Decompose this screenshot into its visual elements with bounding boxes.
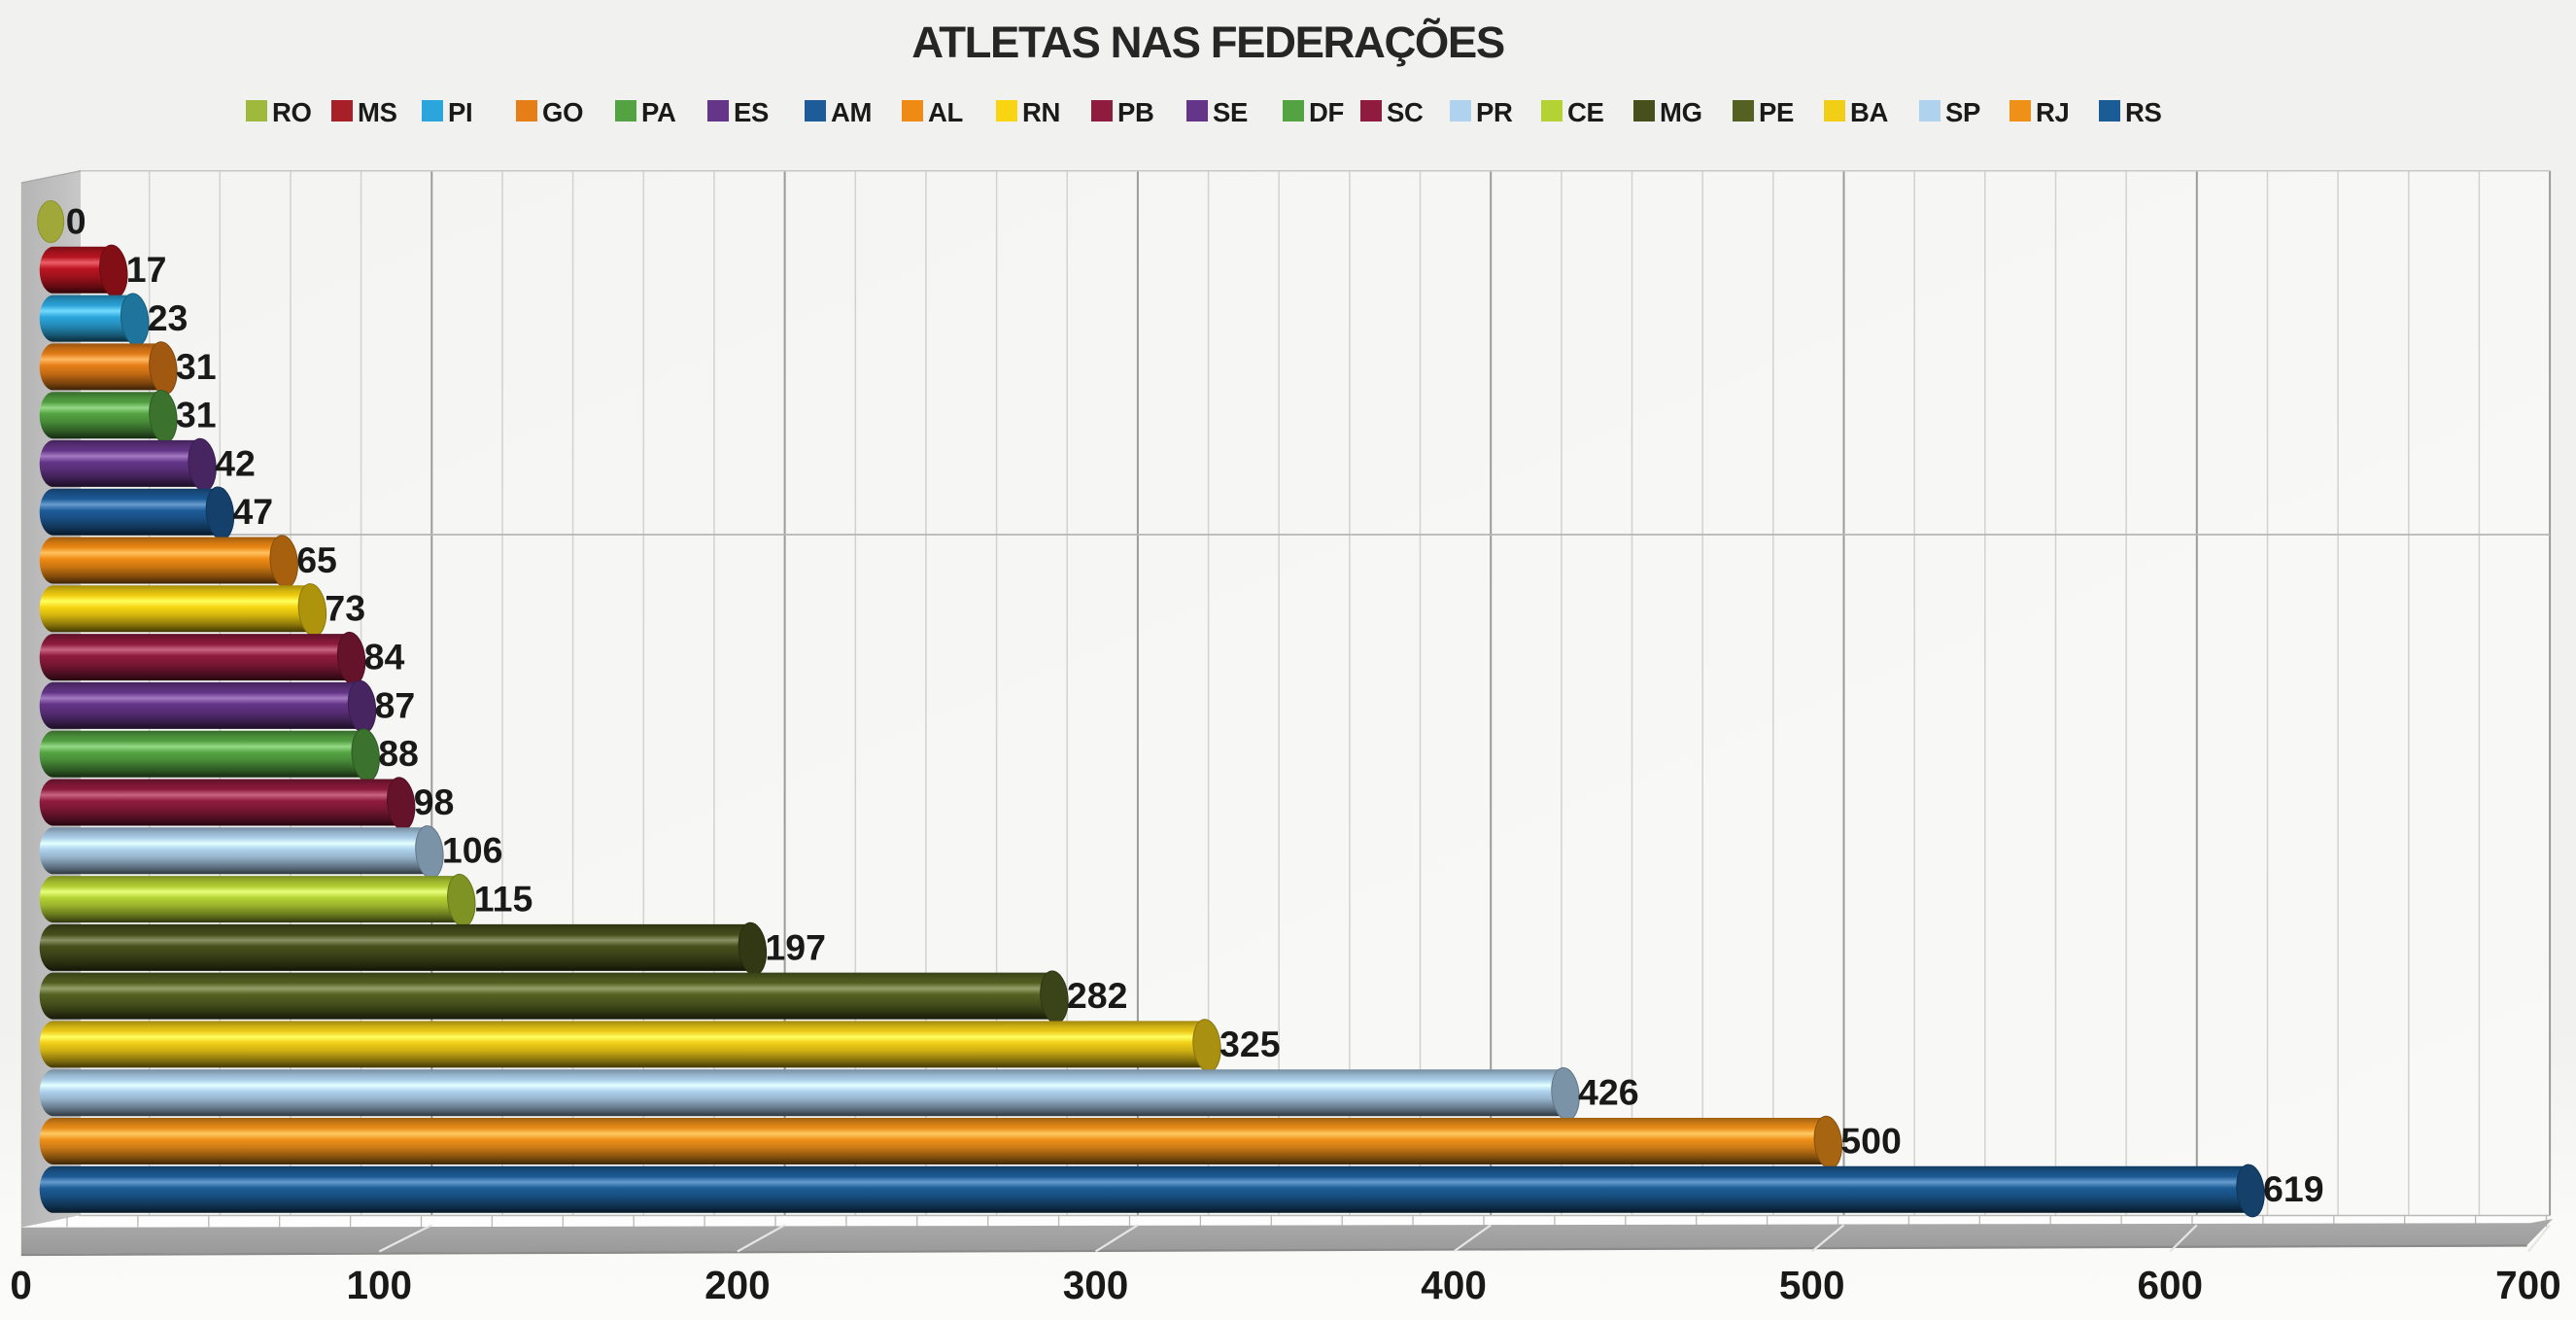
svg-text:73: 73 [325,588,365,629]
svg-text:426: 426 [1578,1072,1639,1113]
svg-text:RS: RS [2125,97,2162,127]
svg-text:200: 200 [704,1263,771,1307]
svg-text:98: 98 [414,782,455,822]
svg-text:0: 0 [66,200,86,241]
svg-text:SP: SP [1945,97,1980,127]
svg-text:SE: SE [1213,97,1248,127]
svg-text:31: 31 [176,395,217,435]
svg-text:197: 197 [765,926,826,967]
svg-text:17: 17 [126,249,167,290]
svg-text:87: 87 [375,684,416,725]
svg-text:282: 282 [1067,975,1128,1016]
svg-text:BA: BA [1850,97,1889,127]
svg-text:CE: CE [1567,97,1604,127]
svg-text:300: 300 [1063,1263,1129,1307]
svg-text:PI: PI [448,97,472,127]
svg-text:500: 500 [1779,1263,1845,1307]
svg-text:PB: PB [1117,97,1154,127]
svg-text:600: 600 [2138,1263,2204,1307]
svg-text:100: 100 [347,1263,413,1307]
svg-text:0: 0 [10,1263,32,1307]
svg-text:23: 23 [148,297,189,338]
svg-text:106: 106 [442,830,503,871]
svg-text:31: 31 [176,346,217,387]
svg-text:84: 84 [364,637,405,677]
svg-text:ES: ES [734,97,769,127]
svg-text:RJ: RJ [2036,97,2070,127]
svg-text:RO: RO [272,97,312,127]
svg-text:88: 88 [378,733,419,774]
svg-text:400: 400 [1421,1263,1487,1307]
svg-text:RN: RN [1022,97,1060,127]
svg-text:AM: AM [831,97,872,127]
svg-text:GO: GO [542,97,583,127]
svg-text:500: 500 [1840,1120,1902,1161]
svg-text:PE: PE [1759,97,1794,127]
svg-text:115: 115 [474,879,533,920]
svg-text:325: 325 [1219,1024,1281,1064]
svg-text:47: 47 [232,491,273,532]
svg-text:MS: MS [358,97,397,127]
svg-text:42: 42 [215,442,256,483]
svg-text:PR: PR [1476,97,1513,127]
svg-text:65: 65 [296,539,337,580]
svg-text:619: 619 [2263,1168,2324,1209]
svg-text:PA: PA [641,97,676,127]
svg-text:DF: DF [1309,97,1344,127]
svg-text:SC: SC [1387,97,1424,127]
svg-text:MG: MG [1660,97,1702,127]
svg-text:ATLETAS NAS FEDERAÇÕES: ATLETAS NAS FEDERAÇÕES [911,17,1504,67]
svg-text:700: 700 [2495,1263,2561,1307]
svg-text:AL: AL [928,97,963,127]
